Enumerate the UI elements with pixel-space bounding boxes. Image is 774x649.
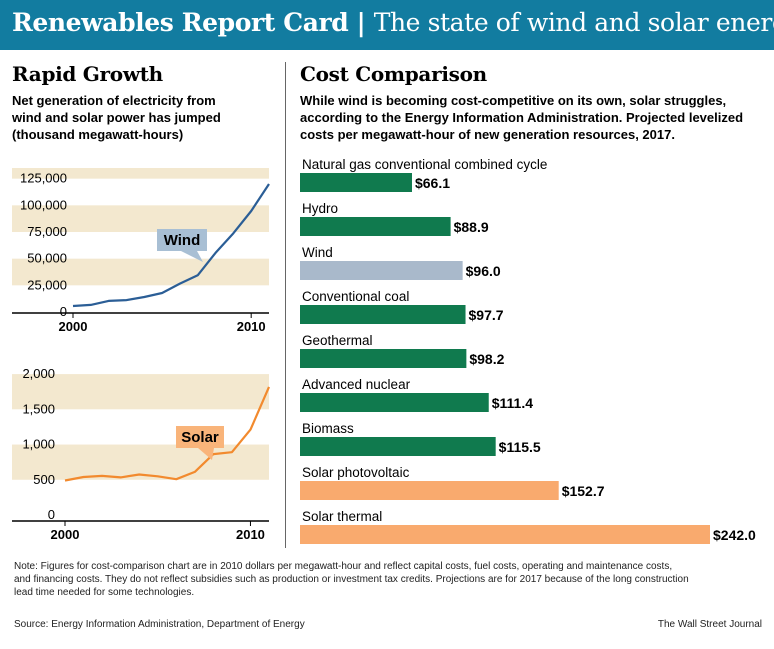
cost-bar <box>300 481 559 500</box>
bar-value-label: $97.7 <box>469 307 504 323</box>
description-line: (thousand megawatt-hours) <box>12 127 184 142</box>
description-line: While wind is becoming cost-competitive … <box>300 93 727 108</box>
footnote-line: and financing costs. They do not reflect… <box>14 574 689 585</box>
bar-category-label: Biomass <box>302 421 354 436</box>
title-separator: | <box>356 8 366 37</box>
cost-bar <box>300 437 496 456</box>
bar-value-label: $96.0 <box>466 263 501 279</box>
bar-value-label: $98.2 <box>469 351 504 367</box>
label-pointer <box>198 448 214 460</box>
y-tick-label: 25,000 <box>27 277 67 292</box>
wind-line <box>72 183 270 308</box>
y-tick-label: 75,000 <box>27 224 67 239</box>
description-line: wind and solar power has jumped <box>12 110 221 125</box>
bar-value-label: $115.5 <box>499 439 541 455</box>
footnote: Note: Figures for cost-comparison chart … <box>14 560 689 599</box>
y-tick-label: 500 <box>33 472 55 487</box>
y-tick-label: 125,000 <box>20 171 67 186</box>
x-tick-label: 2000 <box>51 527 80 542</box>
x-tick-label: 2000 <box>59 319 88 334</box>
bar-value-label: $152.7 <box>562 483 605 499</box>
description-line: costs per megawatt-hour of new generatio… <box>300 127 675 142</box>
y-tick-label: 1,000 <box>22 437 55 452</box>
cost-bar <box>300 173 412 192</box>
description-line: according to the Energy Information Admi… <box>300 110 744 125</box>
bar-category-label: Solar photovoltaic <box>302 465 410 480</box>
cost-comparison-heading: Cost Comparison <box>300 62 487 86</box>
y-tick-label: 50,000 <box>27 251 67 266</box>
cost-bar <box>300 261 463 280</box>
bar-category-label: Natural gas conventional combined cycle <box>302 157 547 172</box>
grid-band <box>12 168 269 179</box>
series-label: Solar <box>181 429 219 446</box>
cost-bar <box>300 349 467 368</box>
banner: Renewables Report Card | The state of wi… <box>0 0 774 50</box>
banner-title: Renewables Report Card | The state of wi… <box>12 8 774 37</box>
bar-category-label: Wind <box>302 245 333 260</box>
bar-value-label: $66.1 <box>415 175 450 191</box>
column-divider <box>285 62 286 548</box>
grid-band <box>12 258 269 286</box>
y-tick-label: 100,000 <box>20 197 67 212</box>
cost-bar <box>300 305 466 324</box>
bar-category-label: Conventional coal <box>302 289 409 304</box>
cost-comparison-description: While wind is becoming cost-competitive … <box>300 92 743 143</box>
footnote-line: Note: Figures for cost-comparison chart … <box>14 561 673 572</box>
y-tick-label: 1,500 <box>22 401 55 416</box>
series-label: Wind <box>164 232 201 249</box>
cost-bar <box>300 393 489 412</box>
publisher-credit: The Wall Street Journal <box>657 619 762 630</box>
grid-band <box>12 374 269 410</box>
charts-canvas: 0 25,000 50,000 75,000 100,000 125,000 2000 201… <box>12 157 756 544</box>
y-tick-label: 0 <box>60 304 67 319</box>
rapid-growth-description: Net generation of electricity from wind … <box>12 92 221 143</box>
bar-category-label: Advanced nuclear <box>302 377 411 392</box>
source-note: Source: Energy Information Administratio… <box>14 619 305 630</box>
bar-category-label: Geothermal <box>302 333 373 348</box>
y-tick-label: 0 <box>48 507 55 522</box>
bar-value-label: $242.0 <box>713 527 756 543</box>
bar-value-label: $111.4 <box>492 395 533 411</box>
series-label-box <box>157 229 207 251</box>
bar-category-label: Hydro <box>302 201 338 216</box>
rapid-growth-heading: Rapid Growth <box>12 62 163 86</box>
cost-bar <box>300 525 710 544</box>
title-main: Renewables Report Card <box>12 8 349 37</box>
bar-value-label: $88.9 <box>454 219 489 235</box>
title-sub: The state of wind and solar energy <box>373 8 774 37</box>
footnote-line: lead time needed for some technologies. <box>14 587 195 598</box>
description-line: Net generation of electricity from <box>12 93 216 108</box>
label-pointer <box>181 251 203 262</box>
bar-category-label: Solar thermal <box>302 509 382 524</box>
y-tick-label: 2,000 <box>22 366 55 381</box>
series-label-box <box>176 426 224 448</box>
x-tick-label: 2010 <box>237 319 266 334</box>
solar-line <box>64 386 271 482</box>
cost-bar <box>300 217 451 236</box>
grid-band <box>12 205 269 232</box>
x-tick-label: 2010 <box>236 527 265 542</box>
